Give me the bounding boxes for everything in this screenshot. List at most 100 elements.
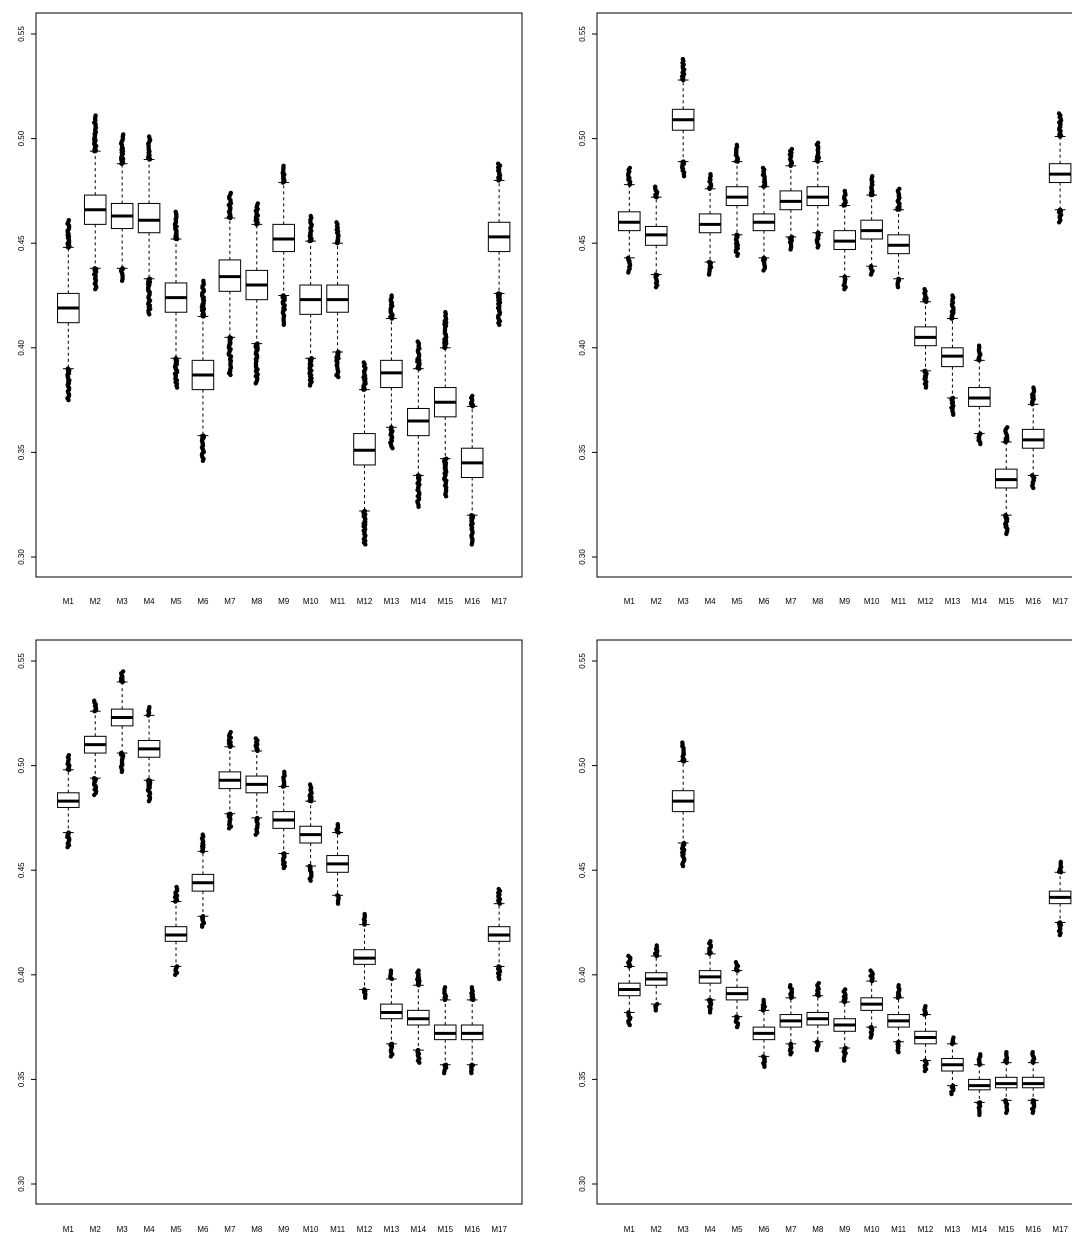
outlier-point (896, 1050, 901, 1055)
box-M8 (245, 201, 269, 386)
outlier-point (1056, 111, 1062, 116)
box-M17 (1048, 859, 1072, 938)
outlier-point (119, 278, 125, 284)
y-tick-label: 0.40 (17, 339, 26, 355)
x-tick-label: M1 (624, 1225, 636, 1234)
x-tick-label: M8 (812, 1225, 824, 1234)
outlier-point (199, 924, 205, 929)
outlier-point (627, 1022, 632, 1028)
box-M13 (380, 968, 403, 1059)
outlier-point (707, 1010, 713, 1015)
outlier-point (789, 146, 795, 152)
y-tick-label: 0.50 (17, 757, 26, 773)
box-M12 (914, 287, 937, 390)
outlier-point (951, 412, 956, 417)
box-M8 (806, 140, 830, 250)
outlier-point (469, 1070, 474, 1076)
outlier-point (308, 213, 313, 219)
outlier-point (415, 339, 420, 344)
y-tick-label: 0.45 (578, 862, 587, 878)
x-tick-label: M17 (1052, 1225, 1068, 1234)
y-tick-label: 0.35 (17, 444, 26, 460)
x-tick-label: M4 (705, 597, 717, 606)
y-tick-label: 0.40 (578, 339, 587, 355)
x-tick-label: M1 (63, 597, 75, 606)
outlier-point (307, 383, 313, 388)
x-tick-label: M17 (491, 1225, 507, 1234)
outlier-point (653, 284, 659, 290)
outlier-point (951, 1035, 956, 1040)
y-tick-label: 0.40 (578, 966, 587, 982)
outlier-point (228, 372, 233, 378)
outlier-point (120, 669, 126, 674)
outlier-point (496, 886, 501, 892)
outlier-point (121, 132, 126, 137)
x-tick-label: M6 (758, 597, 770, 606)
plot-frame (596, 12, 1072, 578)
outlier-point (868, 1035, 873, 1040)
plot-frame (35, 12, 523, 578)
x-tick-label: M8 (251, 597, 263, 606)
outlier-point (788, 983, 793, 988)
box-M14 (968, 343, 991, 447)
box-M16 (460, 393, 484, 547)
y-tick-label: 0.55 (578, 653, 587, 669)
outlier-point (416, 504, 421, 509)
outlier-point (174, 884, 179, 890)
x-tick-label: M14 (411, 1225, 427, 1234)
outlier-point (895, 284, 901, 290)
x-tick-label: M11 (330, 1225, 346, 1234)
outlier-point (978, 441, 983, 447)
box-M11 (326, 220, 349, 380)
x-tick-label: M17 (491, 597, 507, 606)
box-M7 (218, 190, 242, 378)
box-M17 (1048, 111, 1072, 225)
outlier-point (788, 1052, 793, 1057)
outlier-point (497, 976, 502, 982)
x-tick-label: M7 (785, 1225, 797, 1234)
outlier-point (708, 171, 713, 177)
outlier-point (842, 188, 847, 194)
outlier-point (253, 832, 258, 837)
y-tick-label: 0.40 (17, 966, 26, 982)
box-M9 (272, 163, 295, 327)
x-tick-label: M8 (251, 1225, 263, 1234)
outlier-point (362, 995, 368, 1001)
box-M1 (618, 953, 641, 1028)
outlier-point (226, 826, 232, 831)
boxplot-panel-top-left: 0.30 0.35 0.40 0.45 0.50 0.55 M1 M2 M3 M4 M5 M6 M7 M8… (17, 12, 523, 606)
box-M1 (57, 217, 80, 403)
x-tick-label: M2 (651, 597, 663, 606)
box-M5 (164, 209, 188, 390)
y-tick-label: 0.30 (17, 549, 26, 565)
outlier-point (842, 287, 847, 292)
outlier-point (1030, 1050, 1035, 1055)
x-tick-label: M12 (918, 597, 934, 606)
box-M17 (487, 161, 511, 327)
outlier-point (307, 782, 313, 787)
plot-frame (35, 639, 523, 1205)
outlier-point (469, 542, 474, 547)
outlier-point (654, 943, 659, 948)
outlier-point (442, 985, 448, 990)
box-M9 (272, 769, 295, 871)
x-tick-label: M2 (90, 597, 102, 606)
box-M12 (353, 360, 376, 547)
x-tick-label: M5 (731, 597, 743, 606)
outlier-point (362, 911, 367, 917)
outlier-point (976, 343, 982, 348)
y-tick-label: 0.35 (578, 444, 587, 460)
outlier-point (201, 278, 206, 284)
box-M16 (1021, 385, 1045, 491)
y-tick-label: 0.55 (17, 26, 26, 42)
outlier-point (708, 939, 713, 944)
outlier-point (816, 980, 821, 986)
outlier-point (66, 397, 71, 403)
outlier-point (443, 494, 449, 499)
outlier-point (443, 310, 448, 315)
y-tick-label: 0.45 (17, 862, 26, 878)
box-M14 (407, 339, 430, 509)
x-tick-label: M11 (891, 597, 907, 606)
outlier-point (760, 165, 766, 171)
outlier-point (788, 247, 793, 252)
